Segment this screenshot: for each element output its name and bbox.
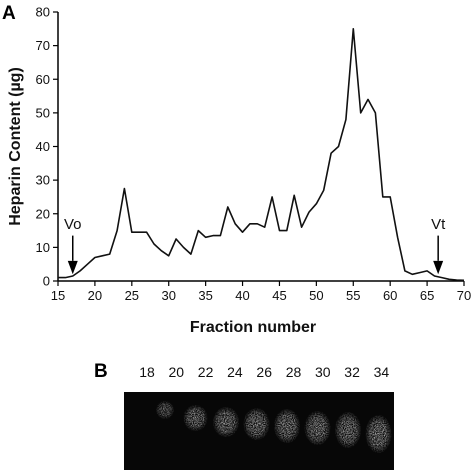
gel-lane-label: 32 (344, 364, 360, 380)
y-tick-label: 20 (36, 206, 50, 221)
y-axis-title: Heparin Content (µg) (7, 67, 24, 226)
gel-band (243, 408, 270, 440)
gel-band (365, 415, 392, 453)
gel-band (183, 405, 208, 431)
gel-lane-label: 20 (169, 364, 185, 380)
chart-annotations: Vo Vt (64, 216, 446, 275)
x-tick-label: 30 (161, 288, 175, 303)
x-axis-title: Fraction number (190, 319, 316, 336)
annotation-arrow-head (433, 260, 444, 275)
y-axis-ticks: 0 10 20 30 40 50 60 70 80 (36, 5, 58, 289)
x-tick-label: 70 (457, 288, 471, 303)
x-tick-label: 65 (420, 288, 434, 303)
heparin-content-line (58, 28, 465, 282)
gel-lane-label: 22 (198, 364, 214, 380)
x-tick-label: 45 (272, 288, 286, 303)
annotation-arrow-head (67, 260, 78, 275)
x-tick-label: 25 (125, 288, 139, 303)
gel-band (213, 407, 239, 437)
gel-lane-label: 34 (374, 364, 390, 380)
y-tick-label: 80 (36, 5, 50, 20)
gel-band (156, 401, 174, 419)
gel-band (335, 412, 361, 448)
x-tick-label: 40 (235, 288, 249, 303)
y-tick-label: 10 (36, 240, 50, 255)
gel-lane-label: 24 (227, 364, 243, 380)
y-tick-label: 30 (36, 173, 50, 188)
gel-lane-labels: 18 20 22 24 26 28 30 32 34 (139, 364, 389, 380)
y-tick-label: 0 (43, 274, 50, 289)
y-tick-label: 50 (36, 105, 50, 120)
gel-band (304, 411, 331, 445)
gel-band (274, 409, 300, 443)
x-tick-label: 35 (198, 288, 212, 303)
x-tick-label: 15 (51, 288, 65, 303)
x-tick-label: 60 (383, 288, 397, 303)
panel-a-label: A (2, 3, 16, 24)
gel-lane-label: 28 (286, 364, 302, 380)
y-tick-label: 40 (36, 139, 50, 154)
chart-panel-a: 0 10 20 30 40 50 60 70 80 15 20 25 30 35 40 45 50 55 60 65… (7, 5, 471, 337)
annotation-label: Vo (64, 216, 82, 233)
x-tick-label: 50 (309, 288, 323, 303)
y-tick-label: 60 (36, 72, 50, 87)
panel-b-label: B (94, 361, 108, 382)
gel-lane-label: 26 (256, 364, 272, 380)
gel-bands (156, 401, 392, 453)
x-axis-ticks: 15 20 25 30 35 40 45 50 55 60 65 70 (51, 281, 471, 303)
gel-lane-label: 30 (315, 364, 331, 380)
x-tick-label: 55 (346, 288, 360, 303)
x-tick-label: 20 (88, 288, 102, 303)
gel-lane-label: 18 (139, 364, 155, 380)
annotation-label: Vt (431, 216, 446, 233)
y-tick-label: 70 (36, 38, 50, 53)
